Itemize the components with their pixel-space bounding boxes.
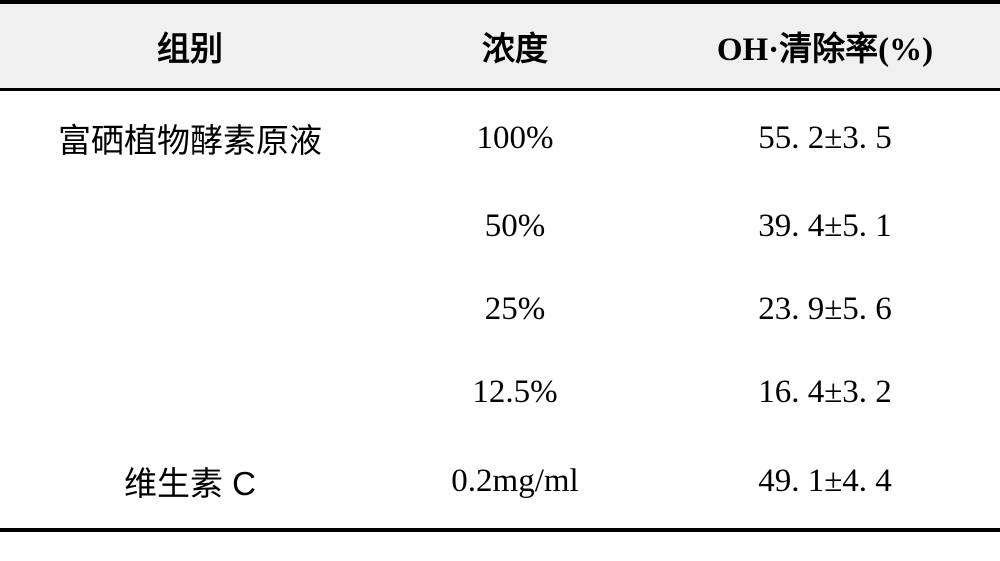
cell-concentration: 50% [380, 185, 650, 268]
table-row: 富硒植物酵素原液 100% 55. 2±3. 5 [0, 90, 1000, 186]
cell-concentration: 100% [380, 90, 650, 186]
table-row: 12.5% 16. 4±3. 2 [0, 351, 1000, 434]
cell-group: 富硒植物酵素原液 [0, 90, 380, 186]
table-header: 组别 浓度 OH·清除率(%) [0, 2, 1000, 90]
table-container: 组别 浓度 OH·清除率(%) 富硒植物酵素原液 100% 55. 2±3. 5… [0, 0, 1000, 561]
cell-group [0, 268, 380, 351]
table-row: 50% 39. 4±5. 1 [0, 185, 1000, 268]
data-table: 组别 浓度 OH·清除率(%) 富硒植物酵素原液 100% 55. 2±3. 5… [0, 0, 1000, 532]
table-row: 25% 23. 9±5. 6 [0, 268, 1000, 351]
cell-group: 维生素 C [0, 434, 380, 530]
cell-concentration: 25% [380, 268, 650, 351]
header-group: 组别 [0, 2, 380, 90]
table-row: 维生素 C 0.2mg/ml 49. 1±4. 4 [0, 434, 1000, 530]
cell-clearance: 23. 9±5. 6 [650, 268, 1000, 351]
header-clearance-rate: OH·清除率(%) [650, 2, 1000, 90]
cell-group [0, 351, 380, 434]
cell-group [0, 185, 380, 268]
header-row: 组别 浓度 OH·清除率(%) [0, 2, 1000, 90]
cell-clearance: 49. 1±4. 4 [650, 434, 1000, 530]
cell-concentration: 0.2mg/ml [380, 434, 650, 530]
cell-clearance: 39. 4±5. 1 [650, 185, 1000, 268]
cell-clearance: 16. 4±3. 2 [650, 351, 1000, 434]
cell-clearance: 55. 2±3. 5 [650, 90, 1000, 186]
table-body: 富硒植物酵素原液 100% 55. 2±3. 5 50% 39. 4±5. 1 … [0, 90, 1000, 531]
header-concentration: 浓度 [380, 2, 650, 90]
cell-concentration: 12.5% [380, 351, 650, 434]
